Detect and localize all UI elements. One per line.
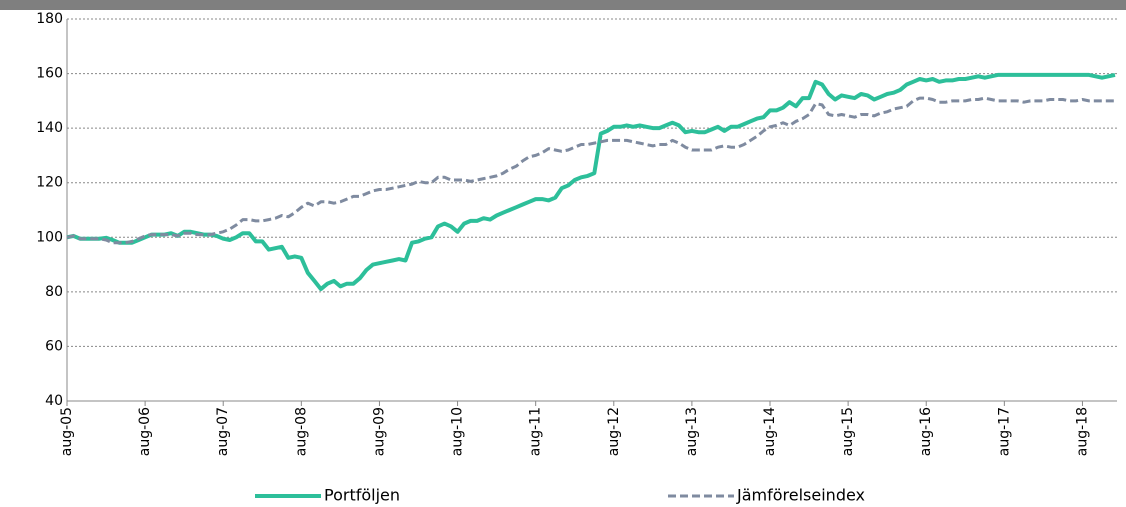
x-tick-label: aug-15: [840, 407, 856, 456]
y-tick-label: 180: [36, 11, 63, 27]
x-tick-label: aug-17: [996, 407, 1012, 456]
x-tick-label: aug-16: [918, 407, 934, 456]
x-tick-label: aug-12: [606, 407, 622, 456]
header-bar: [0, 0, 1126, 10]
y-tick-label: 160: [36, 66, 63, 82]
series-line: [66, 96, 1115, 245]
y-tick-label: 40: [45, 393, 63, 409]
legend-label: Portföljen: [324, 486, 400, 505]
y-tick-label: 140: [36, 120, 63, 136]
x-tick-label: aug-06: [137, 407, 153, 456]
x-tick-label: aug-14: [762, 407, 778, 456]
y-tick-label: 80: [45, 284, 63, 300]
x-tick-label: aug-11: [528, 407, 544, 456]
y-tick-label: 100: [36, 229, 63, 245]
series-line: [66, 72, 1116, 292]
x-tick-label: aug-18: [1074, 407, 1090, 456]
x-tick-label: aug-09: [371, 407, 387, 456]
x-tick-label: aug-13: [684, 407, 700, 456]
legend-label: Jämförelseindex: [736, 486, 865, 505]
y-tick-label: 120: [36, 175, 63, 191]
x-tick-label: aug-05: [59, 407, 75, 456]
x-tick-label: aug-10: [450, 407, 466, 456]
x-tick-label: aug-08: [293, 407, 309, 456]
x-tick-label: aug-07: [215, 407, 231, 456]
y-tick-label: 60: [45, 338, 63, 354]
